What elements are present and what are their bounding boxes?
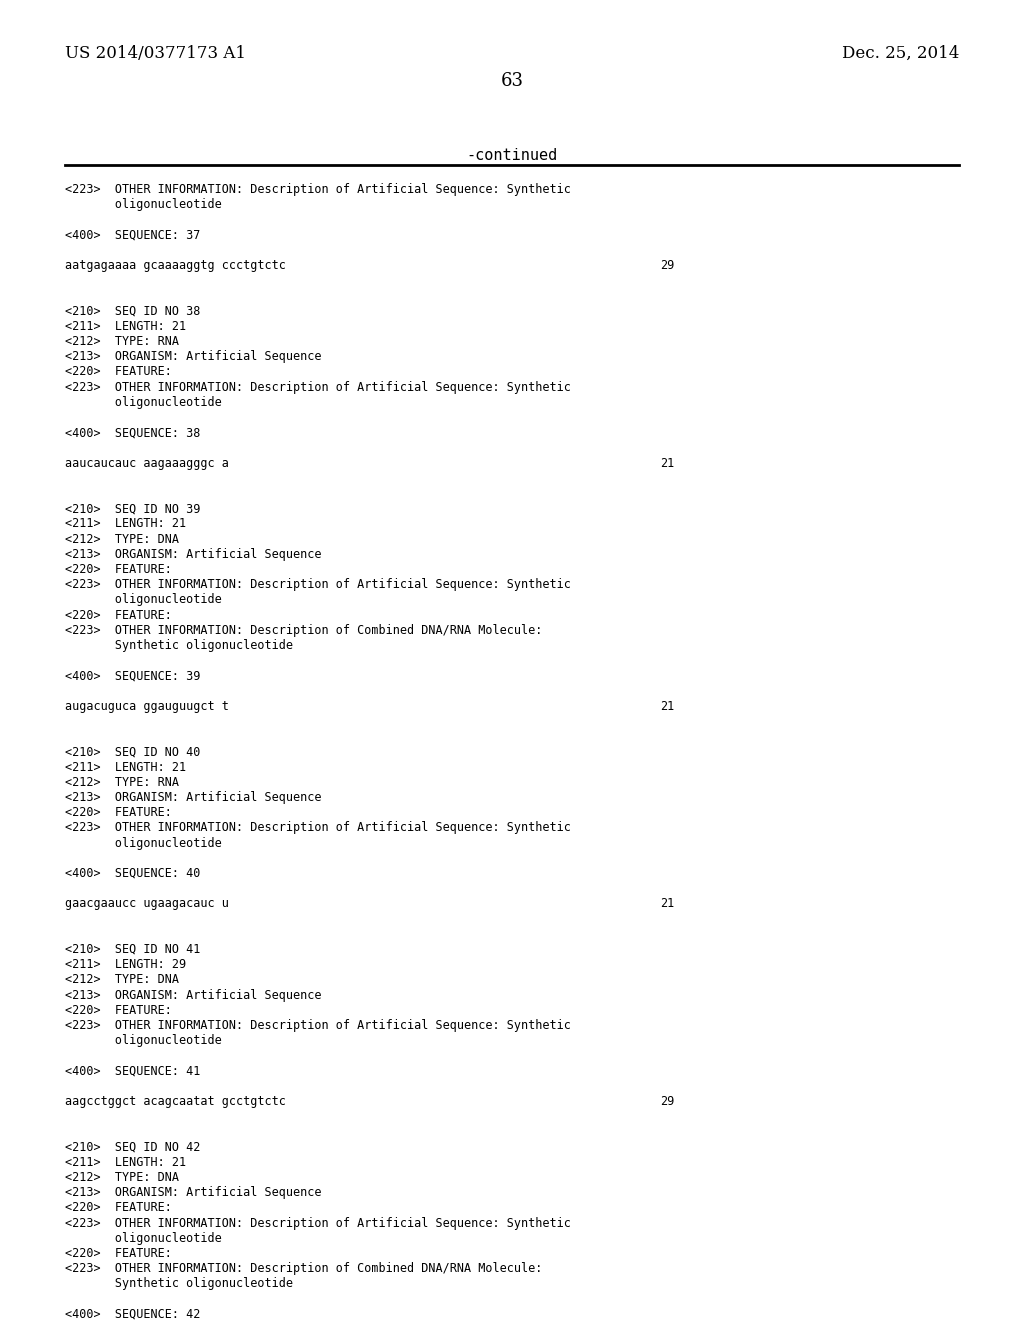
Text: <212>  TYPE: RNA: <212> TYPE: RNA [65,776,179,789]
Text: <213>  ORGANISM: Artificial Sequence: <213> ORGANISM: Artificial Sequence [65,989,322,1002]
Text: <212>  TYPE: RNA: <212> TYPE: RNA [65,335,179,348]
Text: <212>  TYPE: DNA: <212> TYPE: DNA [65,1171,179,1184]
Text: <223>  OTHER INFORMATION: Description of Artificial Sequence: Synthetic: <223> OTHER INFORMATION: Description of … [65,821,570,834]
Text: US 2014/0377173 A1: US 2014/0377173 A1 [65,45,246,62]
Text: <211>  LENGTH: 21: <211> LENGTH: 21 [65,760,186,774]
Text: 21: 21 [660,898,674,911]
Text: oligonucleotide: oligonucleotide [65,198,222,211]
Text: 21: 21 [660,700,674,713]
Text: <400>  SEQUENCE: 39: <400> SEQUENCE: 39 [65,669,201,682]
Text: aagcctggct acagcaatat gcctgtctc: aagcctggct acagcaatat gcctgtctc [65,1096,286,1107]
Text: <210>  SEQ ID NO 39: <210> SEQ ID NO 39 [65,502,201,515]
Text: <220>  FEATURE:: <220> FEATURE: [65,1003,172,1016]
Text: <212>  TYPE: DNA: <212> TYPE: DNA [65,973,179,986]
Text: <213>  ORGANISM: Artificial Sequence: <213> ORGANISM: Artificial Sequence [65,350,322,363]
Text: Dec. 25, 2014: Dec. 25, 2014 [842,45,959,62]
Text: <210>  SEQ ID NO 42: <210> SEQ ID NO 42 [65,1140,201,1154]
Text: aaucaucauc aagaaagggc a: aaucaucauc aagaaagggc a [65,457,229,470]
Text: <223>  OTHER INFORMATION: Description of Artificial Sequence: Synthetic: <223> OTHER INFORMATION: Description of … [65,1217,570,1230]
Text: <220>  FEATURE:: <220> FEATURE: [65,564,172,576]
Text: 21: 21 [660,457,674,470]
Text: <220>  FEATURE:: <220> FEATURE: [65,366,172,379]
Text: gaacgaaucc ugaagacauc u: gaacgaaucc ugaagacauc u [65,898,229,911]
Text: <213>  ORGANISM: Artificial Sequence: <213> ORGANISM: Artificial Sequence [65,791,322,804]
Text: <223>  OTHER INFORMATION: Description of Artificial Sequence: Synthetic: <223> OTHER INFORMATION: Description of … [65,183,570,195]
Text: <400>  SEQUENCE: 40: <400> SEQUENCE: 40 [65,867,201,880]
Text: <223>  OTHER INFORMATION: Description of Artificial Sequence: Synthetic: <223> OTHER INFORMATION: Description of … [65,578,570,591]
Text: <400>  SEQUENCE: 37: <400> SEQUENCE: 37 [65,228,201,242]
Text: <220>  FEATURE:: <220> FEATURE: [65,807,172,820]
Text: <220>  FEATURE:: <220> FEATURE: [65,1201,172,1214]
Text: -continued: -continued [466,148,558,162]
Text: <223>  OTHER INFORMATION: Description of Artificial Sequence: Synthetic: <223> OTHER INFORMATION: Description of … [65,1019,570,1032]
Text: 29: 29 [660,259,674,272]
Text: <213>  ORGANISM: Artificial Sequence: <213> ORGANISM: Artificial Sequence [65,548,322,561]
Text: <210>  SEQ ID NO 41: <210> SEQ ID NO 41 [65,942,201,956]
Text: <400>  SEQUENCE: 41: <400> SEQUENCE: 41 [65,1065,201,1077]
Text: <220>  FEATURE:: <220> FEATURE: [65,1247,172,1261]
Text: <211>  LENGTH: 21: <211> LENGTH: 21 [65,319,186,333]
Text: <213>  ORGANISM: Artificial Sequence: <213> ORGANISM: Artificial Sequence [65,1187,322,1199]
Text: <210>  SEQ ID NO 40: <210> SEQ ID NO 40 [65,746,201,759]
Text: oligonucleotide: oligonucleotide [65,594,222,606]
Text: <211>  LENGTH: 29: <211> LENGTH: 29 [65,958,186,972]
Text: Synthetic oligonucleotide: Synthetic oligonucleotide [65,1278,293,1291]
Text: <211>  LENGTH: 21: <211> LENGTH: 21 [65,517,186,531]
Text: <400>  SEQUENCE: 38: <400> SEQUENCE: 38 [65,426,201,440]
Text: <223>  OTHER INFORMATION: Description of Artificial Sequence: Synthetic: <223> OTHER INFORMATION: Description of … [65,380,570,393]
Text: <223>  OTHER INFORMATION: Description of Combined DNA/RNA Molecule:: <223> OTHER INFORMATION: Description of … [65,624,543,636]
Text: aatgagaaaa gcaaaaggtg ccctgtctc: aatgagaaaa gcaaaaggtg ccctgtctc [65,259,286,272]
Text: <400>  SEQUENCE: 42: <400> SEQUENCE: 42 [65,1308,201,1320]
Text: Synthetic oligonucleotide: Synthetic oligonucleotide [65,639,293,652]
Text: oligonucleotide: oligonucleotide [65,1232,222,1245]
Text: <211>  LENGTH: 21: <211> LENGTH: 21 [65,1156,186,1168]
Text: 29: 29 [660,1096,674,1107]
Text: oligonucleotide: oligonucleotide [65,837,222,850]
Text: augacuguca ggauguugct t: augacuguca ggauguugct t [65,700,229,713]
Text: <210>  SEQ ID NO 38: <210> SEQ ID NO 38 [65,305,201,318]
Text: 63: 63 [501,73,523,90]
Text: <212>  TYPE: DNA: <212> TYPE: DNA [65,532,179,545]
Text: oligonucleotide: oligonucleotide [65,396,222,409]
Text: <220>  FEATURE:: <220> FEATURE: [65,609,172,622]
Text: oligonucleotide: oligonucleotide [65,1034,222,1047]
Text: <223>  OTHER INFORMATION: Description of Combined DNA/RNA Molecule:: <223> OTHER INFORMATION: Description of … [65,1262,543,1275]
